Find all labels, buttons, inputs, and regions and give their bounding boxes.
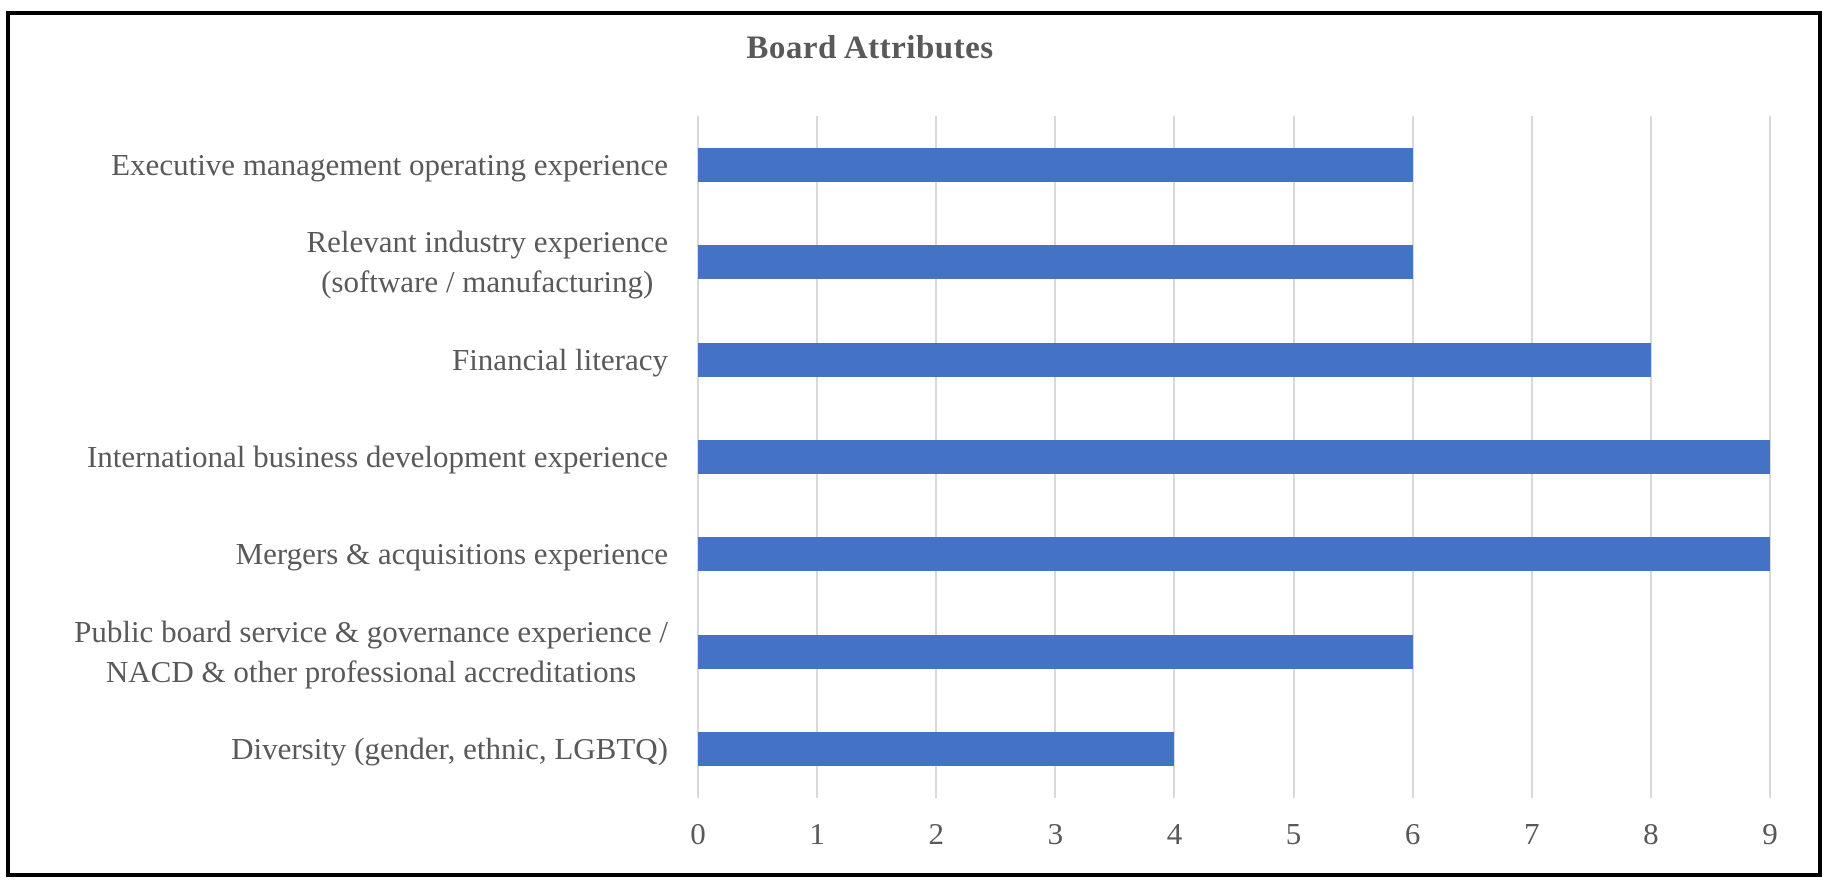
x-tick-label: 3 [1047,816,1064,851]
x-tick-label: 9 [1762,816,1778,851]
x-tick-label: 7 [1524,816,1540,851]
bar-chart-plot-area [697,116,1771,798]
x-tick-label: 1 [809,816,825,851]
category-label: Mergers & acquisitions experience [235,536,668,572]
x-tick-label: 6 [1404,816,1421,851]
bar [698,634,1413,669]
bar [698,732,1175,767]
bar [698,537,1770,572]
bar [698,245,1413,280]
x-tick-label: 2 [928,816,944,851]
category-label: Public board service & governance experi… [74,613,668,689]
category-label: International business development exper… [86,438,668,474]
category-label: Relevant industry experience (software /… [306,224,668,300]
x-tick-label: 8 [1643,816,1659,851]
bar [698,342,1651,377]
category-label: Diversity (gender, ethnic, LGBTQ) [231,731,668,767]
category-label: Executive management operating experienc… [111,146,668,182]
bar [698,440,1770,474]
gridline [1769,116,1771,798]
x-tick-label: 0 [690,816,706,851]
category-label: Financial literacy [451,341,668,377]
bar [698,147,1413,182]
x-tick-label: 4 [1166,816,1183,851]
chart-title: Board Attributes [746,30,994,66]
x-tick-label: 5 [1285,816,1302,851]
